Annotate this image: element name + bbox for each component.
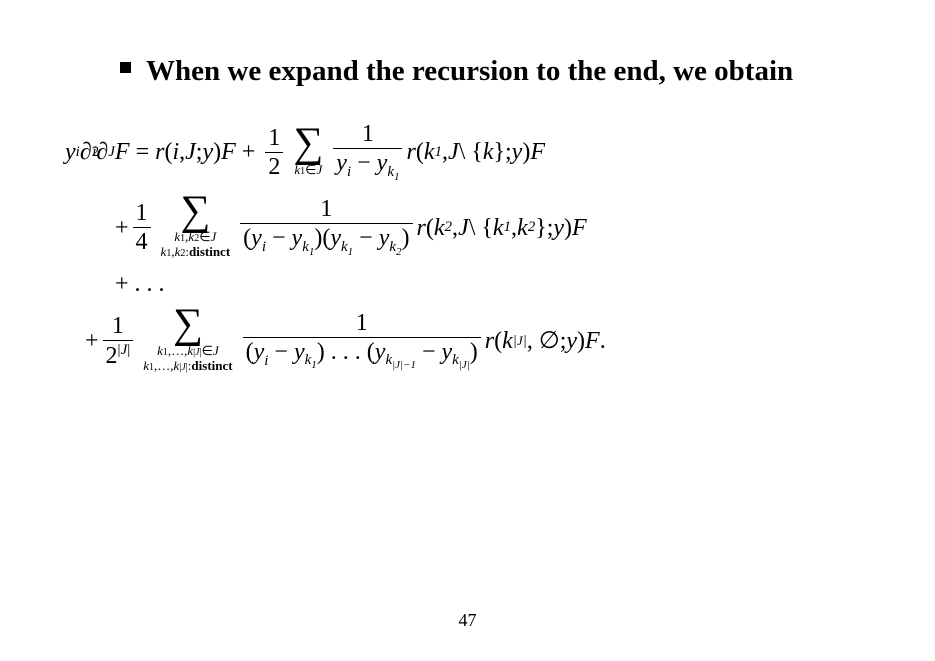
distinct-label: distinct bbox=[191, 358, 232, 373]
fraction-2: 1 (yi − yk1)(yk1 − yk2) bbox=[240, 197, 412, 258]
frac-den: 4 bbox=[133, 227, 151, 254]
frac-den: 2|J| bbox=[103, 340, 134, 368]
frac-den: 2 bbox=[265, 152, 283, 179]
frac-den: (yi − yk1)(yk1 − yk2) bbox=[240, 223, 412, 258]
distinct-label: distinct bbox=[189, 244, 230, 259]
sum-4: ∑ k1,…,k|J|∈J k1,…,k|J|:distinct bbox=[143, 308, 232, 373]
equation-block: yi∂2i∂JF = r(i, J; y)F + 1 2 ∑ k1∈J 1 yi… bbox=[65, 122, 875, 374]
frac-num: 1 bbox=[133, 201, 151, 227]
bullet-item: When we expand the recursion to the end,… bbox=[120, 50, 875, 92]
frac-num: 1 bbox=[265, 126, 283, 152]
sum-1: ∑ k1∈J bbox=[293, 127, 323, 178]
ellipsis: + . . . bbox=[115, 272, 165, 296]
fraction-2J: 1 2|J| bbox=[103, 314, 134, 368]
fraction-4: 1 (yi − yk1) . . . (yk|J|−1 − yk|J|) bbox=[243, 311, 481, 372]
sum-2: ∑ k1,k2∈J k1,k2:distinct bbox=[161, 195, 231, 260]
frac-den: yi − yk1 bbox=[333, 148, 402, 183]
sigma-icon: ∑ bbox=[173, 308, 203, 342]
sigma-icon: ∑ bbox=[180, 195, 210, 229]
sigma-icon: ∑ bbox=[293, 127, 323, 161]
fraction-quarter: 1 4 bbox=[133, 201, 151, 254]
equation-line-1: yi∂2i∂JF = r(i, J; y)F + 1 2 ∑ k1∈J 1 yi… bbox=[65, 122, 875, 183]
fraction-1: 1 yi − yk1 bbox=[333, 122, 402, 183]
slide-content: When we expand the recursion to the end,… bbox=[0, 0, 935, 661]
fraction-half: 1 2 bbox=[265, 126, 283, 179]
equation-line-3: + . . . bbox=[115, 272, 875, 296]
equation-line-2: + 1 4 ∑ k1,k2∈J k1,k2:distinct 1 (yi − y… bbox=[115, 195, 875, 260]
bullet-marker bbox=[120, 62, 131, 73]
equation-line-4: + 1 2|J| ∑ k1,…,k|J|∈J k1,…,k|J|:distinc… bbox=[85, 308, 875, 373]
frac-num: 1 bbox=[359, 122, 377, 148]
frac-num: 1 bbox=[317, 197, 335, 223]
page-number: 47 bbox=[0, 610, 935, 631]
bullet-text: When we expand the recursion to the end,… bbox=[146, 50, 793, 92]
frac-num: 1 bbox=[109, 314, 127, 340]
frac-num: 1 bbox=[353, 311, 371, 337]
frac-den: (yi − yk1) . . . (yk|J|−1 − yk|J|) bbox=[243, 337, 481, 372]
